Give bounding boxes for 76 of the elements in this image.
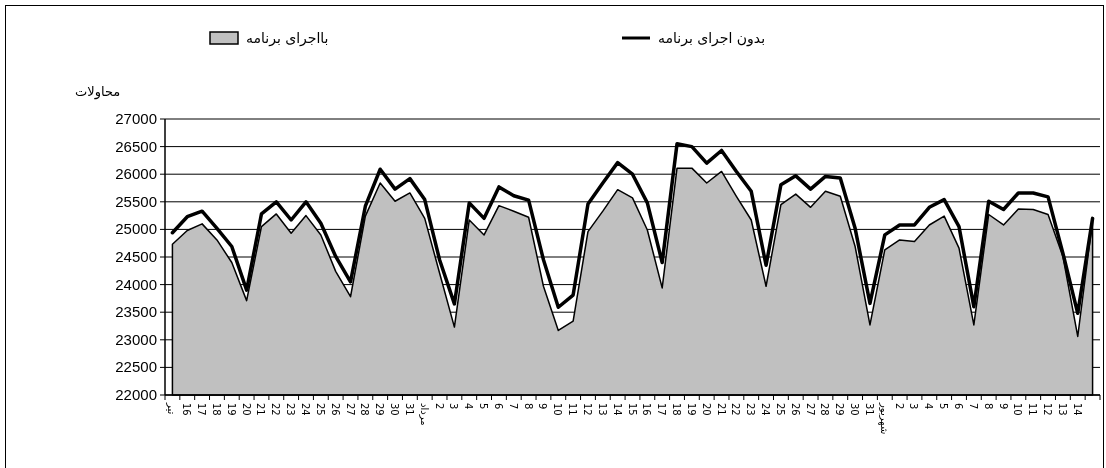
y-tick-label: 23500 bbox=[115, 303, 157, 321]
x-tick-label: 28 bbox=[819, 403, 831, 416]
x-tick-label: مرداد bbox=[418, 403, 430, 426]
legend-label: بااجرای برنامه bbox=[246, 30, 329, 47]
x-tick-label: 5 bbox=[478, 403, 490, 410]
y-tick-label: 26000 bbox=[115, 165, 157, 183]
x-tick-label: 5 bbox=[938, 403, 950, 410]
x-tick-label: 30 bbox=[849, 403, 861, 416]
x-tick-label: 26 bbox=[329, 403, 341, 416]
x-tick-label: 14 bbox=[611, 403, 623, 416]
x-tick-label: 9 bbox=[537, 403, 549, 410]
x-tick-label: 23 bbox=[745, 403, 757, 416]
x-tick-label: 29 bbox=[834, 403, 846, 416]
x-tick-label: 13 bbox=[596, 403, 608, 416]
x-tick-label: 22 bbox=[730, 403, 742, 416]
x-tick-label: 29 bbox=[374, 403, 386, 416]
x-tick-label: 27 bbox=[804, 403, 816, 416]
x-tick-label: 2 bbox=[433, 403, 445, 410]
x-tick-label: تیر bbox=[166, 402, 178, 415]
y-tick-label: 25000 bbox=[115, 220, 157, 238]
x-tick-label: 19 bbox=[225, 403, 237, 416]
x-tick-label: 20 bbox=[700, 403, 712, 416]
x-tick-label: 21 bbox=[255, 403, 267, 416]
x-tick-label: 7 bbox=[967, 403, 979, 410]
x-tick-label: 24 bbox=[760, 403, 772, 416]
x-tick-label: 24 bbox=[299, 403, 311, 416]
y-tick-label: 26500 bbox=[115, 137, 157, 155]
x-tick-label: 27 bbox=[344, 403, 356, 416]
y-tick-label: 22000 bbox=[115, 386, 157, 403]
x-tick-label: 2 bbox=[893, 403, 905, 410]
x-tick-label: 23 bbox=[285, 403, 297, 416]
legend-label: بدون اجرای برنامه bbox=[658, 30, 766, 47]
y-tick-label: 24000 bbox=[115, 275, 157, 293]
x-tick-label: 20 bbox=[240, 403, 252, 416]
x-tick-label: 25 bbox=[774, 403, 786, 416]
x-tick-label: 30 bbox=[389, 403, 401, 416]
y-tick-label: 25500 bbox=[115, 192, 157, 210]
x-tick-label: 3 bbox=[908, 403, 920, 410]
x-tick-label: 18 bbox=[210, 403, 222, 416]
x-tick-label: 6 bbox=[492, 403, 504, 410]
x-tick-label: 17 bbox=[656, 403, 668, 416]
x-tick-label: 25 bbox=[314, 403, 326, 416]
y-tick-label: 24500 bbox=[115, 248, 157, 265]
x-tick-label: 13 bbox=[1056, 403, 1068, 416]
x-tick-label: 11 bbox=[567, 403, 579, 416]
y-tick-label: 22500 bbox=[115, 358, 157, 376]
x-tick-label: 31 bbox=[403, 403, 415, 416]
x-tick-label: 14 bbox=[1071, 403, 1083, 416]
x-tick-label: 28 bbox=[359, 403, 371, 416]
y-tick-label: 23000 bbox=[115, 330, 157, 348]
x-tick-label: 3 bbox=[448, 403, 460, 410]
x-tick-label: 16 bbox=[181, 403, 193, 416]
x-tick-label: 6 bbox=[953, 403, 965, 410]
x-tick-label: 15 bbox=[626, 403, 638, 416]
x-tick-label: 18 bbox=[671, 403, 683, 416]
y-axis-title: محاولات bbox=[75, 84, 121, 100]
x-tick-label: شهریور bbox=[877, 402, 890, 435]
x-tick-label: 9 bbox=[997, 403, 1009, 410]
x-tick-label: 8 bbox=[522, 403, 534, 410]
x-tick-label: 10 bbox=[552, 403, 564, 416]
x-tick-label: 12 bbox=[581, 403, 593, 416]
x-tick-label: 11 bbox=[1027, 403, 1039, 416]
x-tick-label: 4 bbox=[463, 403, 475, 410]
x-tick-label: 26 bbox=[789, 403, 801, 416]
x-tick-label: 31 bbox=[863, 403, 875, 416]
x-tick-label: 10 bbox=[1012, 403, 1024, 416]
x-tick-label: 7 bbox=[507, 403, 519, 410]
x-tick-label: 4 bbox=[923, 403, 935, 410]
x-tick-label: 19 bbox=[685, 403, 697, 416]
x-tick-label: 16 bbox=[641, 403, 653, 416]
x-tick-label: 17 bbox=[196, 403, 208, 416]
y-tick-label: 27000 bbox=[115, 110, 157, 127]
x-tick-label: 12 bbox=[1042, 403, 1054, 416]
x-tick-label: 8 bbox=[982, 403, 994, 410]
x-tick-label: 22 bbox=[270, 403, 282, 416]
x-tick-label: 21 bbox=[715, 403, 727, 416]
